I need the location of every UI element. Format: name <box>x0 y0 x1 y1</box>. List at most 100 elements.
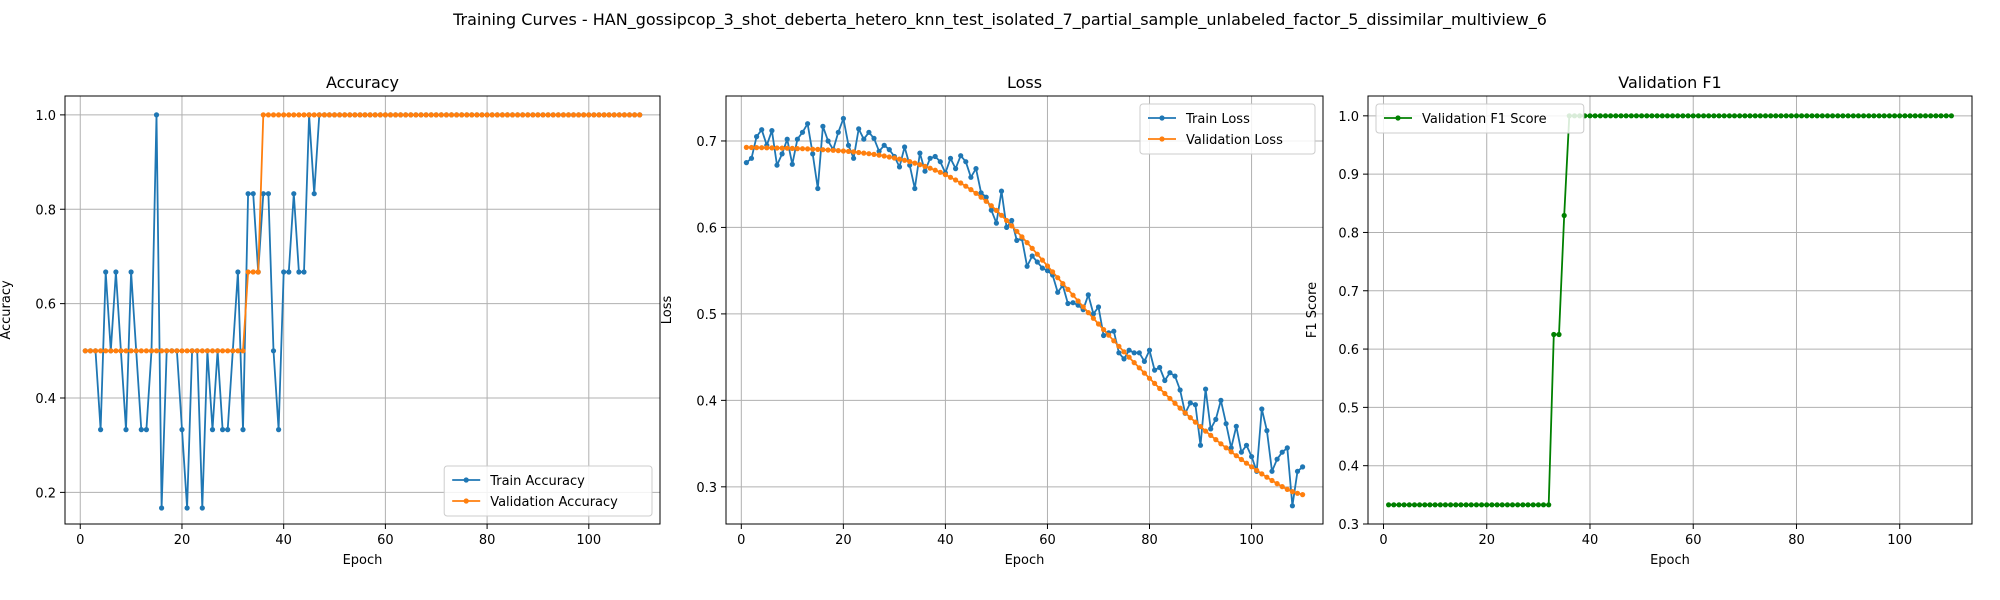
data-point <box>759 127 765 133</box>
series-line <box>85 114 640 509</box>
data-point <box>611 112 617 118</box>
data-point <box>1060 281 1066 287</box>
data-point <box>902 144 908 150</box>
data-point <box>1095 321 1102 327</box>
data-point <box>1892 113 1898 119</box>
data-point <box>1866 113 1872 119</box>
data-point <box>1938 113 1944 119</box>
data-point <box>489 112 495 118</box>
data-point <box>1396 502 1402 508</box>
data-point <box>1479 502 1485 508</box>
legend-marker <box>1159 115 1165 121</box>
chart-panel-1: 0 20 40 60 80 100 0.2 0.4 0.6 0.8 1.0 Accuracy Epoch… <box>0 73 661 568</box>
data-point <box>113 348 119 354</box>
data-point <box>82 348 88 354</box>
data-point <box>1197 442 1204 448</box>
legend-marker <box>1159 136 1165 142</box>
data-point <box>1249 464 1255 470</box>
data-point <box>1432 502 1438 508</box>
data-point <box>1788 113 1794 119</box>
data-point <box>281 112 287 118</box>
data-point <box>570 112 577 118</box>
data-point <box>927 155 933 161</box>
data-point <box>123 427 129 433</box>
data-point <box>1034 259 1040 265</box>
data-point <box>953 177 959 183</box>
data-point <box>357 112 363 118</box>
data-point <box>484 112 490 118</box>
data-point <box>464 112 470 118</box>
data-point <box>845 142 852 148</box>
x-tick-label: 0 <box>1379 533 1387 548</box>
data-point <box>347 112 353 118</box>
data-point <box>851 155 857 161</box>
data-point <box>240 348 246 354</box>
data-point <box>1628 113 1634 119</box>
data-point <box>1116 350 1122 356</box>
data-point <box>1039 265 1045 271</box>
data-point <box>1422 502 1428 508</box>
data-point <box>1613 113 1619 119</box>
data-point <box>1182 410 1188 416</box>
data-point <box>87 348 93 354</box>
data-point <box>1623 113 1629 119</box>
data-point <box>1504 502 1510 508</box>
data-point <box>748 144 755 151</box>
data-point <box>1203 428 1209 434</box>
data-point <box>209 348 216 354</box>
data-point <box>1167 370 1173 376</box>
data-point <box>1928 113 1934 119</box>
series-line <box>85 114 640 352</box>
x-tick-label: 60 <box>1685 533 1702 548</box>
data-point <box>98 427 104 433</box>
data-point <box>179 427 185 433</box>
data-point <box>413 112 419 118</box>
data-point <box>1386 502 1392 508</box>
legend-marker <box>1395 115 1401 121</box>
data-point <box>1228 449 1234 455</box>
x-tick-label: 80 <box>479 533 496 548</box>
y-tick-label: 0.3 <box>696 481 717 496</box>
data-point <box>805 121 811 127</box>
data-point <box>942 172 949 178</box>
data-point <box>1897 113 1903 119</box>
data-point <box>896 156 903 162</box>
data-point <box>316 112 322 118</box>
legend-box <box>1139 103 1316 155</box>
data-point <box>1473 502 1479 508</box>
data-point <box>1101 332 1107 339</box>
legend-label: Validation F1 Score <box>1422 112 1547 127</box>
data-point <box>1192 419 1198 425</box>
data-point <box>978 194 984 200</box>
data-point <box>810 151 816 157</box>
data-point <box>856 149 862 156</box>
data-point <box>240 427 246 433</box>
data-point <box>1406 502 1412 508</box>
legend-marker <box>463 498 469 504</box>
data-point <box>245 191 251 197</box>
data-point <box>1876 113 1882 119</box>
data-point <box>902 157 908 163</box>
data-point <box>220 427 226 433</box>
data-point <box>128 269 134 275</box>
data-point <box>1070 292 1076 298</box>
data-point <box>1197 424 1204 430</box>
data-point <box>174 348 180 354</box>
data-point <box>113 269 119 275</box>
x-tick-label: 20 <box>835 533 852 548</box>
data-point <box>1757 113 1763 119</box>
data-point <box>1778 113 1784 119</box>
series-line <box>745 117 1304 507</box>
data-point <box>230 348 236 354</box>
data-point <box>225 348 231 354</box>
data-point <box>331 112 338 118</box>
data-point <box>515 112 521 118</box>
data-point <box>311 112 317 118</box>
data-point <box>743 144 750 150</box>
x-tick-label: 100 <box>1887 533 1912 548</box>
x-tick-label: 100 <box>576 533 601 548</box>
data-point <box>1417 502 1423 508</box>
data-point <box>876 148 882 154</box>
data-point <box>1556 331 1562 338</box>
data-point <box>1515 502 1521 508</box>
